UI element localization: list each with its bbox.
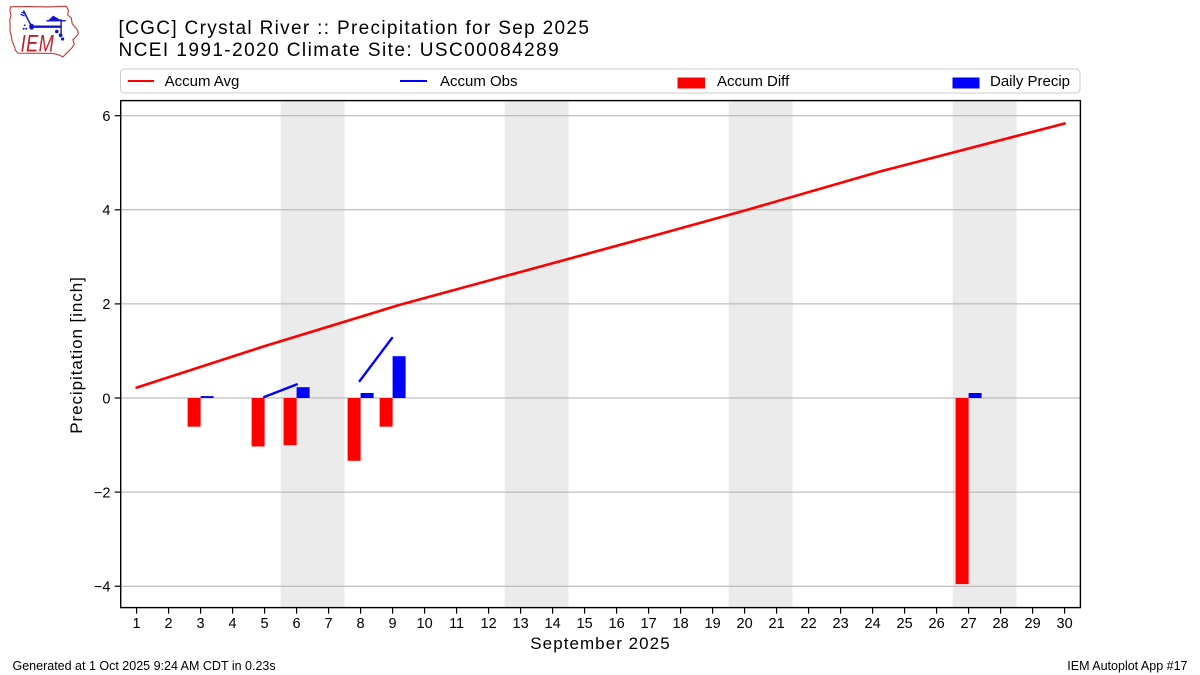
svg-text:13: 13	[513, 616, 529, 632]
svg-text:5: 5	[261, 616, 269, 632]
svg-text:Generated at 1 Oct 2025 9:24 A: Generated at 1 Oct 2025 9:24 AM CDT in 0…	[13, 659, 276, 673]
svg-text:2: 2	[165, 616, 173, 632]
svg-text:18: 18	[673, 616, 689, 632]
svg-text:Precipitation [inch]: Precipitation [inch]	[67, 276, 86, 434]
svg-text:Accum Obs: Accum Obs	[440, 73, 518, 90]
svg-text:8: 8	[357, 616, 365, 632]
svg-text:4: 4	[102, 203, 110, 219]
svg-text:7: 7	[325, 616, 333, 632]
svg-text:19: 19	[705, 616, 721, 632]
svg-text:30: 30	[1057, 616, 1073, 632]
svg-text:IEM Autoplot App #17: IEM Autoplot App #17	[1067, 659, 1187, 673]
svg-text:28: 28	[993, 616, 1009, 632]
svg-text:26: 26	[929, 616, 945, 632]
svg-text:16: 16	[609, 616, 625, 632]
svg-text:−2: −2	[94, 485, 111, 501]
svg-text:Accum Diff: Accum Diff	[717, 73, 790, 90]
svg-text:29: 29	[1025, 616, 1041, 632]
svg-text:3: 3	[197, 616, 205, 632]
svg-text:Accum Avg: Accum Avg	[165, 73, 240, 90]
svg-text:14: 14	[545, 616, 561, 632]
svg-text:2: 2	[102, 297, 110, 313]
svg-text:−4: −4	[94, 580, 111, 596]
svg-text:24: 24	[865, 616, 881, 632]
svg-text:September 2025: September 2025	[530, 634, 670, 653]
svg-text:6: 6	[293, 616, 301, 632]
svg-text:15: 15	[577, 616, 593, 632]
svg-text:12: 12	[481, 616, 497, 632]
svg-text:9: 9	[389, 616, 397, 632]
svg-text:11: 11	[449, 616, 464, 632]
svg-text:10: 10	[417, 616, 433, 632]
svg-text:6: 6	[102, 109, 110, 125]
svg-text:25: 25	[897, 616, 913, 632]
svg-text:23: 23	[833, 616, 849, 632]
svg-text:1: 1	[133, 616, 141, 632]
svg-text:Daily Precip: Daily Precip	[990, 73, 1070, 90]
svg-text:[CGC] Crystal River :: Precipi: [CGC] Crystal River :: Precipitation for…	[119, 18, 591, 39]
svg-text:17: 17	[641, 616, 657, 632]
svg-text:IEM: IEM	[21, 30, 55, 57]
svg-text:NCEI 1991-2020 Climate Site: U: NCEI 1991-2020 Climate Site: USC00084289	[119, 40, 561, 61]
svg-text:0: 0	[102, 391, 110, 407]
svg-text:20: 20	[737, 616, 753, 632]
svg-text:4: 4	[229, 616, 237, 632]
svg-text:21: 21	[769, 616, 785, 632]
svg-text:22: 22	[801, 616, 817, 632]
svg-text:27: 27	[961, 616, 977, 632]
